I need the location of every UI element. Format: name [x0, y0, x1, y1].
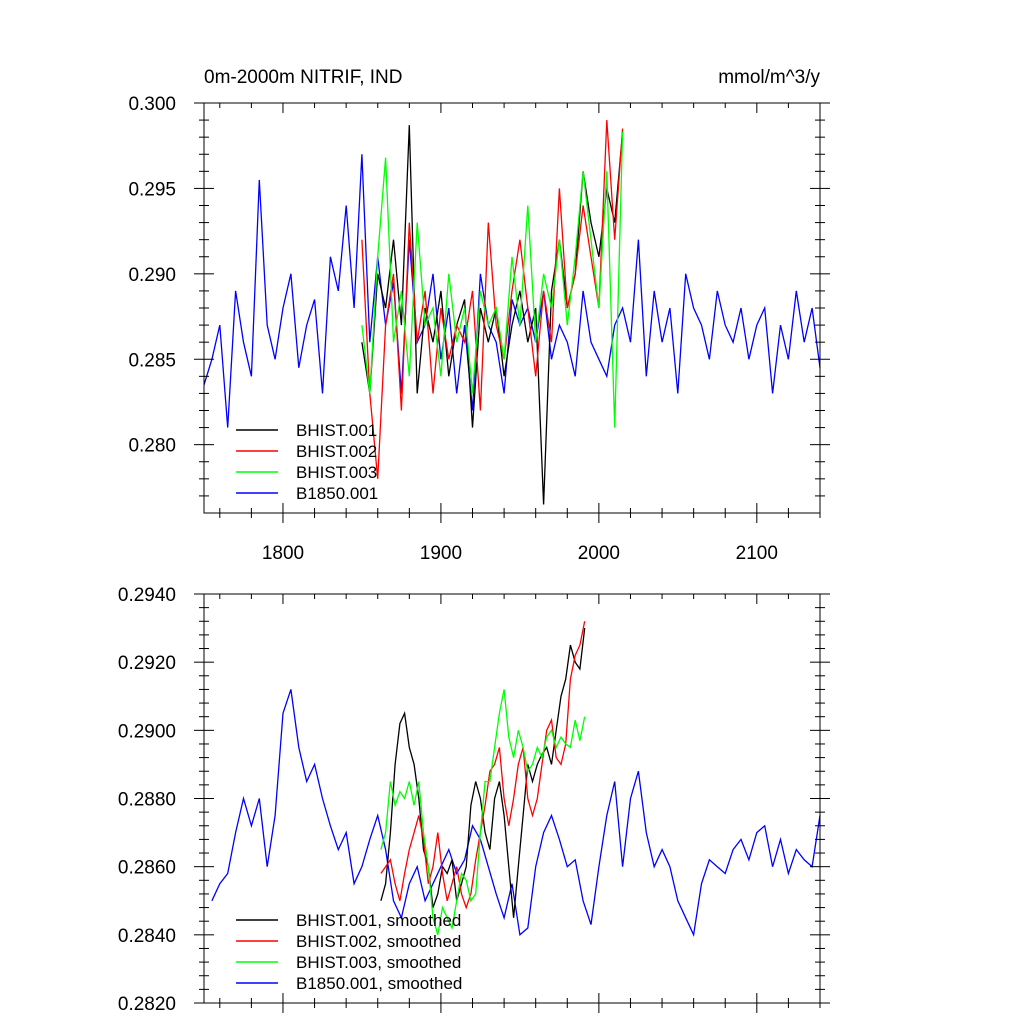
y-tick-label: 0.280 [128, 436, 176, 457]
chart-units: mmol/m^3/y [718, 67, 820, 88]
series-line-0 [211, 689, 821, 938]
y-tick-label: 0.300 [128, 94, 176, 115]
y-tick-label: 0.2840 [118, 926, 176, 947]
legend-label: BHIST.001 [296, 421, 377, 440]
panel-smoothed: 0.2820 0.2840 0.2860 0.2880 0.2900 0.2920 0.29… [118, 585, 830, 1015]
legend-label: BHIST.003 [296, 463, 377, 482]
series-line-3 [380, 689, 586, 935]
legend-label: BHIST.002 [296, 442, 377, 461]
chart-title: 0m-2000m NITRIF, IND [204, 67, 402, 88]
x-tick-label: 1800 [262, 543, 304, 564]
series-line-1 [380, 628, 586, 918]
series-line-3 [361, 131, 624, 428]
legend-label: BHIST.001, smoothed [296, 911, 461, 930]
y-tick-label: 0.2880 [118, 790, 176, 811]
series-line-1 [361, 125, 624, 505]
series-line-2 [361, 120, 624, 479]
y-tick-label: 0.2900 [118, 721, 176, 742]
y-tick-label: 0.295 [128, 179, 176, 200]
y-tick-label: 0.2940 [118, 585, 176, 606]
y-tick-label: 0.285 [128, 350, 176, 371]
panel-raw: 1800 1900 2000 2100 0.280 0.285 0.290 0.295 0.30… [128, 94, 830, 564]
series-line-0 [203, 154, 821, 428]
x-tick-label: 2100 [736, 543, 778, 564]
legend-label: B1850.001, smoothed [296, 974, 462, 993]
x-tick-label: 2000 [578, 543, 620, 564]
y-tick-label: 0.2920 [118, 653, 176, 674]
legend-label: B1850.001 [296, 484, 378, 503]
y-tick-label: 0.2820 [118, 994, 176, 1015]
y-tick-label: 0.290 [128, 265, 176, 286]
y-tick-label: 0.2860 [118, 858, 176, 879]
legend-label: BHIST.002, smoothed [296, 932, 461, 951]
legend-label: BHIST.003, smoothed [296, 953, 461, 972]
series-line-2 [380, 621, 586, 910]
x-tick-label: 1900 [420, 543, 462, 564]
